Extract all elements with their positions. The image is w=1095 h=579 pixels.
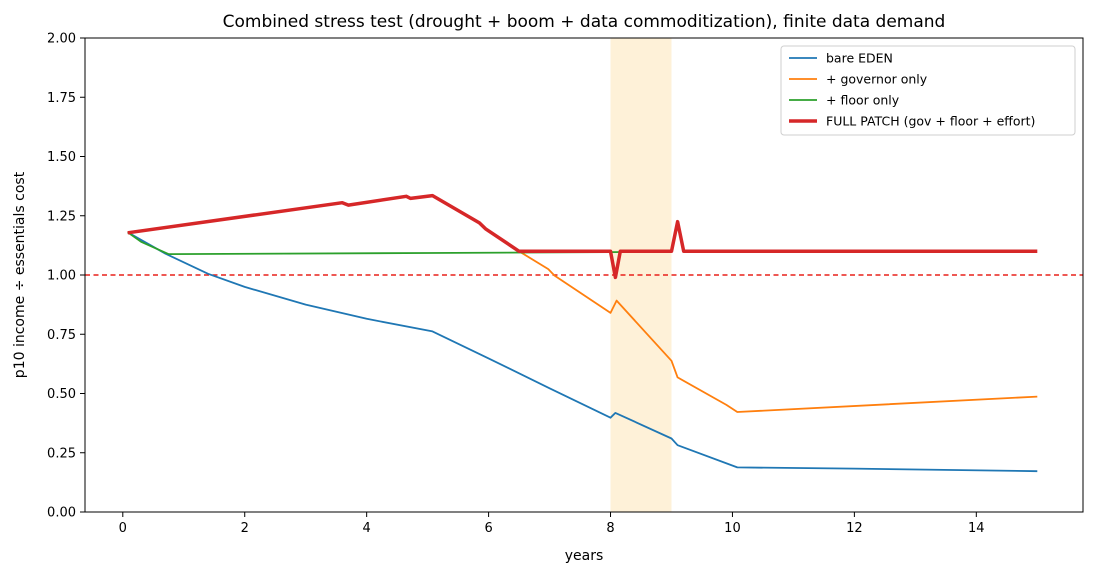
x-tick-label: 4: [363, 521, 371, 536]
y-tick-label: 1.00: [47, 269, 76, 284]
x-tick-label: 12: [846, 521, 863, 536]
series-line-4: [127, 193, 1038, 280]
plot-area: [85, 38, 1083, 512]
x-tick-label: 8: [606, 521, 614, 536]
x-axis-label: years: [565, 548, 604, 564]
series-line-2: [127, 194, 1038, 413]
legend-label: FULL PATCH (gov + floor + effort): [826, 114, 1035, 129]
x-tick-label: 0: [119, 521, 127, 536]
axes: 0 2 4 6 8 10 12 14 0.00 0.25 0.50 0.75 1.00 1.25 1.50 1…: [47, 32, 1084, 536]
y-tick-label: 1.75: [47, 91, 76, 106]
x-tick-label: 2: [241, 521, 249, 536]
legend: bare EDEN + governor only + floor only FULL…: [780, 45, 1076, 136]
y-tick-label: 2.00: [47, 32, 76, 47]
x-tick-label: 14: [968, 521, 985, 536]
legend-label: + floor only: [826, 93, 900, 108]
legend-label: bare EDEN: [826, 51, 893, 66]
y-tick-label: 0.25: [47, 446, 76, 461]
y-axis-label: p10 income ÷ essentials cost: [12, 171, 28, 378]
y-tick-label: 1.50: [47, 150, 76, 165]
x-tick-label: 6: [484, 521, 492, 536]
series-line-1: [127, 231, 1038, 473]
y-tick-label: 0.00: [47, 506, 76, 521]
chart-title: Combined stress test (drought + boom + d…: [223, 12, 946, 32]
y-tick-label: 1.25: [47, 209, 76, 224]
legend-box: [780, 45, 1076, 136]
y-tick-label: 0.75: [47, 328, 76, 343]
x-tick-label: 10: [724, 521, 741, 536]
series-line-3: [127, 231, 672, 255]
y-tick-label: 0.50: [47, 387, 76, 402]
legend-label: + governor only: [826, 72, 928, 87]
